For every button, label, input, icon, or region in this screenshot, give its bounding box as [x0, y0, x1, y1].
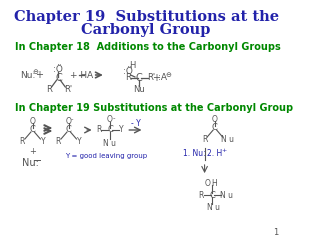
Text: Carbonyl Group: Carbonyl Group: [81, 23, 211, 37]
Text: +: +: [29, 148, 36, 156]
Text: R: R: [56, 138, 61, 146]
Text: C: C: [107, 126, 113, 134]
Text: -: -: [113, 115, 116, 121]
Text: 2. H: 2. H: [207, 150, 222, 158]
Text: + H: + H: [70, 71, 88, 79]
Text: A: A: [87, 71, 93, 79]
Text: C: C: [136, 73, 143, 83]
Text: N u: N u: [207, 204, 220, 212]
Text: +: +: [36, 70, 44, 80]
Text: +: +: [152, 73, 160, 83]
Text: ⊖: ⊖: [165, 72, 172, 78]
Text: Y: Y: [119, 126, 124, 134]
Text: N u: N u: [221, 136, 234, 144]
Text: :Ö: :Ö: [53, 65, 63, 73]
Text: R: R: [198, 191, 204, 199]
Text: C: C: [209, 191, 215, 199]
Text: C: C: [66, 126, 72, 134]
Text: :A: :A: [158, 73, 167, 83]
Text: C: C: [30, 126, 36, 134]
Text: Nu:: Nu:: [22, 158, 38, 168]
Text: C: C: [212, 124, 218, 132]
Text: 1: 1: [273, 228, 278, 237]
Text: In Chapter 18  Additions to the Carbonyl Groups: In Chapter 18 Additions to the Carbonyl …: [15, 42, 281, 52]
Text: H: H: [129, 61, 136, 71]
Text: 1. Nu:: 1. Nu:: [183, 150, 206, 158]
Text: O: O: [30, 116, 36, 126]
Text: N u: N u: [220, 191, 233, 199]
Text: H: H: [211, 179, 217, 187]
Text: +: +: [222, 149, 227, 154]
Text: R: R: [20, 138, 25, 146]
Text: C: C: [55, 73, 62, 83]
Text: Y: Y: [41, 138, 45, 146]
Text: :Ö: :Ö: [123, 67, 133, 77]
Text: Nu: Nu: [133, 85, 145, 95]
Text: R': R': [64, 85, 72, 95]
Text: -: -: [71, 116, 73, 122]
Text: R: R: [202, 136, 207, 144]
Text: - Y: - Y: [131, 120, 141, 128]
Text: Y: Y: [77, 138, 81, 146]
Text: R: R: [46, 85, 52, 95]
Text: O: O: [107, 115, 113, 125]
Text: Chapter 19  Substitutions at the: Chapter 19 Substitutions at the: [13, 10, 279, 24]
Text: R: R: [125, 73, 131, 83]
Text: Y = good leaving group: Y = good leaving group: [65, 153, 147, 159]
Text: R': R': [147, 73, 155, 83]
Text: Nu:: Nu:: [20, 71, 35, 79]
Text: O: O: [205, 179, 211, 187]
Text: N u: N u: [103, 138, 116, 148]
Text: O: O: [212, 114, 218, 124]
Text: R: R: [96, 126, 101, 134]
Text: O: O: [66, 116, 72, 126]
Text: ⊖: ⊖: [32, 69, 38, 75]
Text: In Chapter 19 Substitutions at the Carbonyl Group: In Chapter 19 Substitutions at the Carbo…: [15, 103, 293, 113]
